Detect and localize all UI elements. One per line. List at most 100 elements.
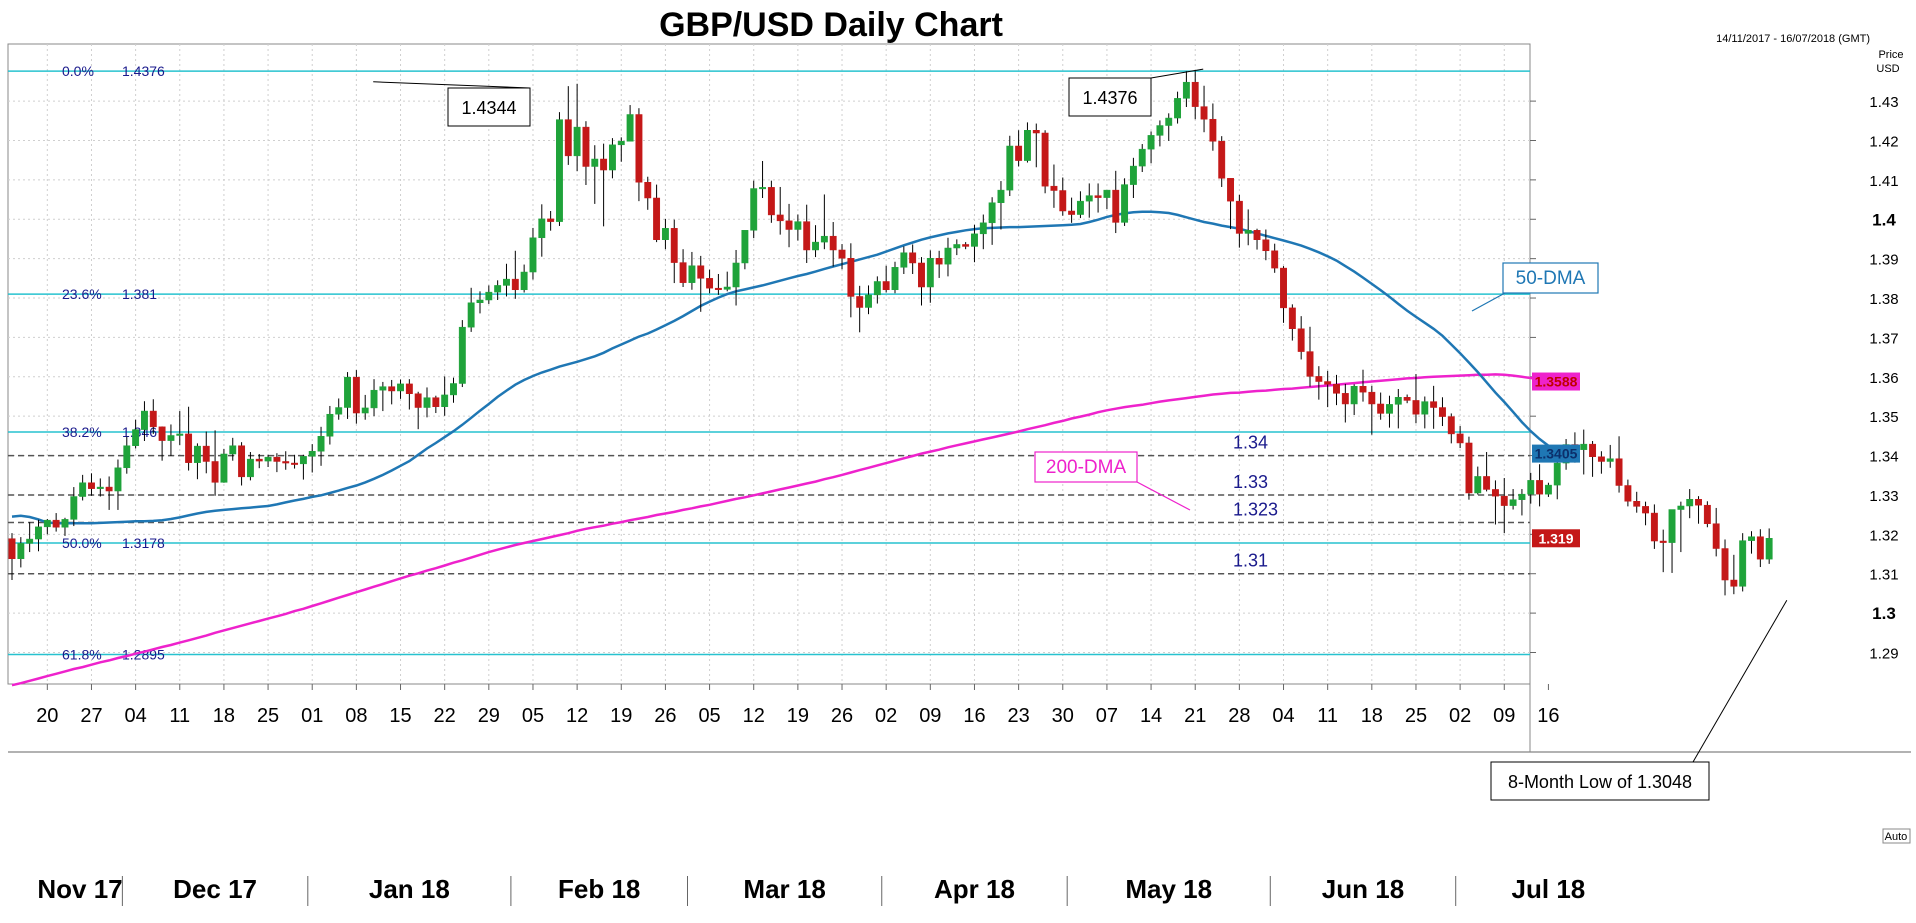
x-day-tick-label: 16 <box>1537 705 1559 727</box>
level-label: 1.33 <box>1233 472 1268 492</box>
annotation-high-apr-leader <box>1150 68 1204 79</box>
candle-up <box>617 141 625 146</box>
candle-down <box>935 258 943 265</box>
candle-up <box>1421 401 1429 415</box>
candle-down <box>1218 141 1226 179</box>
x-day-tick-label: 25 <box>257 705 279 727</box>
candle-down <box>238 445 246 478</box>
fibonacci-value-label: 1.4376 <box>122 63 165 79</box>
y-tick-label: 1.37 <box>1869 330 1898 347</box>
candle-down <box>847 258 855 297</box>
candle-down <box>158 426 166 441</box>
candle-down <box>8 538 16 560</box>
candle-up <box>1076 200 1084 215</box>
candle-up <box>1244 230 1252 234</box>
fibonacci-percent-label: 23.6% <box>62 286 102 302</box>
candle-up <box>26 538 34 544</box>
y-tick-label: 1.35 <box>1869 409 1898 426</box>
candle-down <box>1642 506 1649 514</box>
plot-area: 1.291.31.311.321.331.341.351.361.371.381… <box>7 43 1911 906</box>
candle-up <box>458 326 466 384</box>
candle-down <box>1403 397 1411 401</box>
x-day-tick-label: 12 <box>743 705 765 727</box>
x-day-tick-label: 11 <box>169 705 190 727</box>
candle-down <box>1032 130 1040 134</box>
candle-down <box>1456 433 1464 444</box>
candle-up <box>485 291 493 301</box>
candle-down <box>1059 190 1067 212</box>
date-range: 14/11/2017 - 16/07/2018 (GMT) <box>1716 33 1870 45</box>
candle-down <box>282 461 290 464</box>
candle-down <box>706 278 714 289</box>
candle-up <box>1165 117 1173 126</box>
candle-up <box>1765 538 1773 560</box>
candle-down <box>432 397 440 407</box>
candle-up <box>529 237 537 273</box>
candle-up <box>1350 386 1358 405</box>
candle-down <box>582 126 590 167</box>
candle-up <box>132 429 140 446</box>
annotation-high-apr-box <box>1068 77 1152 117</box>
candle-up <box>1527 480 1535 495</box>
x-day-tick-label: 20 <box>36 705 58 727</box>
annotation-high-jan-leader <box>373 81 531 89</box>
candle-down <box>1633 501 1641 507</box>
fibonacci-value-label: 1.381 <box>122 286 157 302</box>
candle-up <box>141 410 148 430</box>
candle-up <box>1121 184 1129 223</box>
candle-up <box>891 267 899 291</box>
candle-down <box>1235 200 1243 234</box>
x-day-tick-label: 07 <box>1096 705 1118 727</box>
candle-up <box>1147 135 1155 150</box>
x-day-tick-label: 18 <box>213 705 235 727</box>
candle-up <box>370 389 378 409</box>
candle-up <box>1739 540 1747 587</box>
x-day-tick-label: 19 <box>610 705 632 727</box>
candle-up <box>114 467 122 492</box>
candle-down <box>1756 536 1764 560</box>
ma200-label-leader <box>1136 481 1191 511</box>
candle-down <box>105 486 113 492</box>
auto-scale-label: Auto <box>1885 831 1908 843</box>
x-day-tick-label: 30 <box>1052 705 1074 727</box>
candle-down <box>1094 195 1102 198</box>
candle-down <box>670 228 678 263</box>
candle-down <box>414 393 422 408</box>
candle-down <box>1703 504 1711 524</box>
auto-scale-button[interactable] <box>1882 828 1911 844</box>
candle-up <box>661 228 669 240</box>
candle-down <box>1491 489 1499 497</box>
candle-down <box>882 281 890 291</box>
candle-down <box>962 244 970 247</box>
x-month-label: Jul 18 <box>1512 874 1586 904</box>
candle-down <box>1297 328 1305 352</box>
candle-up <box>61 519 69 528</box>
candle-down <box>785 220 793 230</box>
x-day-tick-label: 23 <box>1007 705 1029 727</box>
candle-up <box>467 302 475 328</box>
candle-down <box>149 410 157 428</box>
candle-up <box>1677 505 1685 510</box>
ma50-label-text: 50-DMA <box>1516 268 1586 289</box>
candle-up <box>953 244 961 249</box>
x-day-tick-label: 09 <box>919 705 941 727</box>
chart-title: GBP/USD Daily Chart <box>659 6 1003 44</box>
x-day-tick-label: 04 <box>124 705 146 727</box>
candle-up <box>176 433 184 436</box>
candle-down <box>211 461 219 483</box>
candle-down <box>1536 480 1544 495</box>
candle-up <box>1394 397 1402 405</box>
candle-up <box>476 299 484 304</box>
level-label: 1.323 <box>1233 500 1278 520</box>
price-tag-2 <box>1532 529 1580 548</box>
price-axis-label: Price <box>1878 49 1903 61</box>
x-day-tick-label: 05 <box>698 705 720 727</box>
x-day-tick-label: 14 <box>1140 705 1162 727</box>
x-day-tick-label: 08 <box>345 705 367 727</box>
candle-up <box>335 407 343 415</box>
candle-up <box>1509 499 1517 506</box>
candle-up <box>35 526 42 540</box>
candle-up <box>79 482 87 497</box>
candle-up <box>96 486 104 489</box>
x-day-tick-label: 26 <box>654 705 676 727</box>
